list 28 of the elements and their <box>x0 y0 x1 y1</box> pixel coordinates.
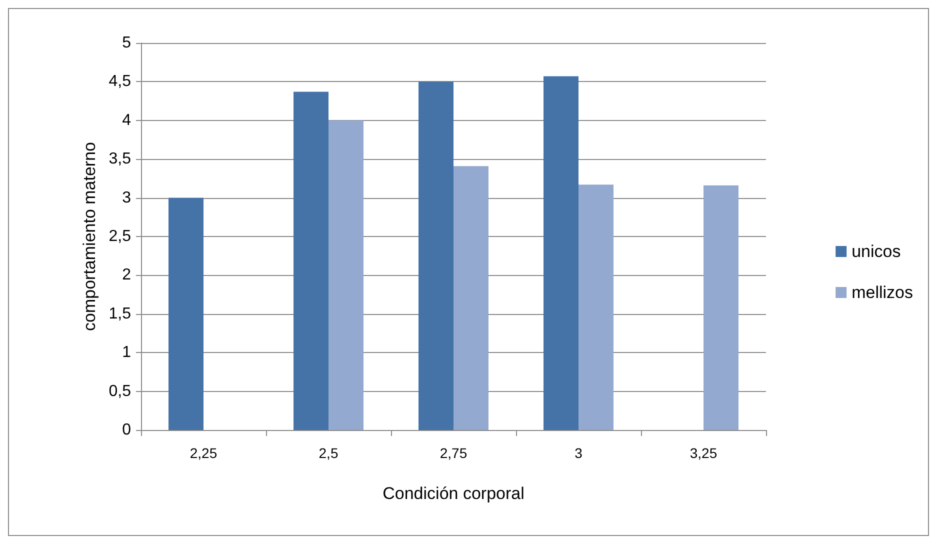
bar <box>294 92 328 430</box>
y-tick-label: 1,5 <box>108 305 132 322</box>
bar <box>578 184 614 430</box>
x-axis-title: Condición corporal <box>382 484 524 503</box>
legend-label: unicos <box>852 242 901 261</box>
y-tick-label: 3 <box>122 189 132 206</box>
bar <box>418 82 454 430</box>
x-tick-label: 2,5 <box>318 445 338 461</box>
y-tick-label: 4,5 <box>108 73 132 90</box>
y-tick-label: 1 <box>122 344 132 362</box>
y-axis-title: comportamiento materno <box>80 142 99 331</box>
bar <box>544 76 578 430</box>
bar <box>168 198 204 430</box>
x-tick-label: 2,25 <box>190 445 218 461</box>
bar <box>454 166 488 430</box>
y-tick-label: 5 <box>122 34 132 52</box>
legend-label: mellizos <box>852 283 914 302</box>
y-tick-label: 3,5 <box>108 150 132 168</box>
bar <box>328 120 364 430</box>
x-tick-label: 3 <box>574 445 583 461</box>
bar <box>704 185 738 430</box>
y-tick-label: 2 <box>122 266 132 284</box>
x-tick-label: 3,25 <box>690 445 718 461</box>
y-tick-label: 2,5 <box>108 228 132 245</box>
x-tick-label: 2,75 <box>440 445 468 461</box>
y-tick-label: 4 <box>122 112 132 129</box>
y-tick-label: 0 <box>122 422 132 438</box>
y-tick-label: 0,5 <box>108 382 132 400</box>
